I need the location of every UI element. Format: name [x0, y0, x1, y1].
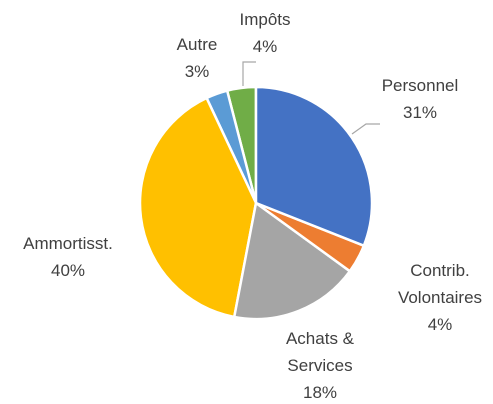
- value-label: 4%: [427, 315, 453, 334]
- slice-label: Ammortisst. 40%: [8, 230, 128, 284]
- category-label: Contrib. Volontaires: [397, 261, 483, 307]
- slice-label: Impôts 4%: [225, 6, 305, 60]
- leader-line: [242, 61, 256, 86]
- value-label: 31%: [402, 103, 438, 122]
- slice-label: Personnel 31%: [365, 72, 475, 126]
- value-label: 40%: [50, 261, 86, 280]
- category-label: Ammortisst.: [23, 234, 113, 253]
- leader-line: [351, 123, 380, 135]
- pie-slice: [138, 96, 258, 319]
- category-label: Autre: [176, 35, 218, 54]
- slice-label: Achats & Services 18%: [275, 325, 365, 404]
- value-label: 18%: [302, 383, 338, 402]
- category-label: Impôts: [239, 10, 291, 29]
- value-label: 3%: [184, 62, 210, 81]
- pie-slice: [254, 85, 374, 247]
- category-label: Personnel: [381, 76, 459, 95]
- category-label: Achats & Services: [285, 329, 355, 375]
- slice-label: Autre 3%: [162, 31, 232, 85]
- slice-label: Contrib. Volontaires 4%: [380, 257, 493, 338]
- pie-slice: [233, 201, 352, 321]
- value-label: 4%: [252, 37, 278, 56]
